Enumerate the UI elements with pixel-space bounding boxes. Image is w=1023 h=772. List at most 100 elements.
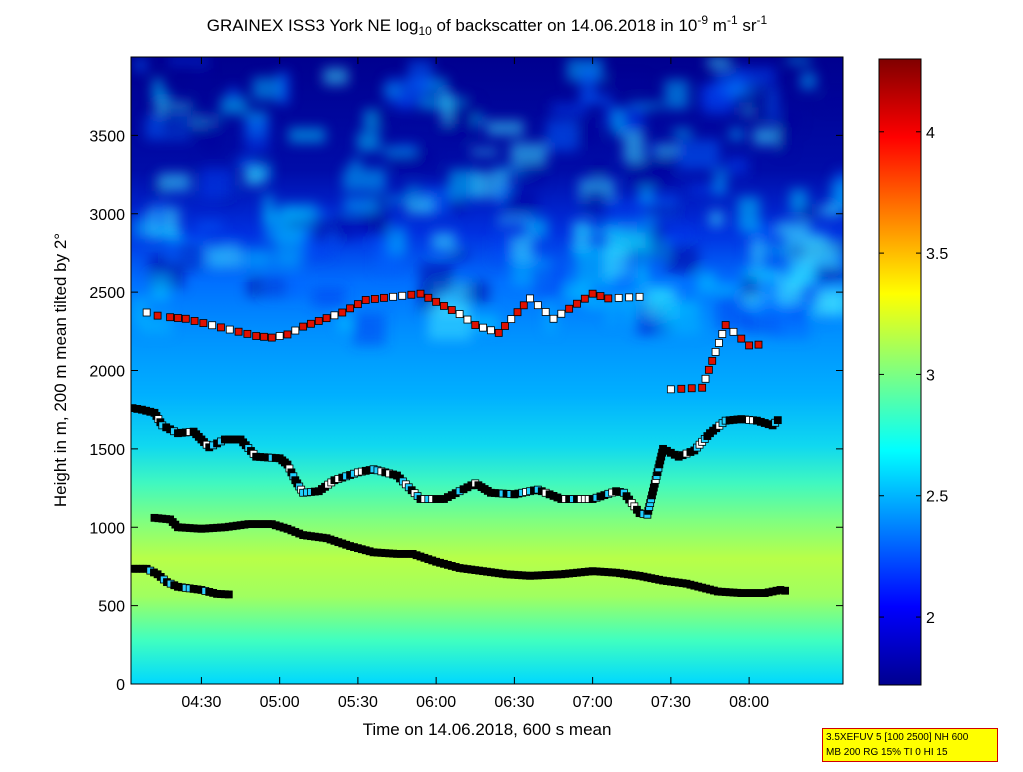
texture-blob (199, 167, 233, 199)
texture-blob (151, 275, 170, 302)
texture-blob (689, 185, 724, 195)
texture-blob (449, 250, 469, 260)
layer-marker (487, 326, 495, 335)
texture-blob (776, 220, 811, 237)
texture-blob (158, 172, 191, 192)
layer-marker (380, 293, 388, 302)
texture-blob (605, 248, 630, 278)
layer-marker (291, 326, 300, 335)
texture-blob (505, 190, 538, 212)
layer-marker (718, 330, 727, 338)
texture-blob (592, 162, 605, 177)
texture-blob (286, 220, 312, 228)
texture-blob (612, 109, 624, 136)
texture-blob (737, 196, 760, 232)
title-unit-sr: sr (738, 16, 757, 35)
y-tick-label: 1000 (89, 520, 125, 537)
layer-marker (588, 289, 597, 298)
texture-blob (831, 180, 843, 212)
texture-blob (356, 213, 389, 237)
layer-marker (322, 314, 331, 323)
texture-blob (194, 72, 209, 85)
texture-blob (816, 265, 843, 282)
texture-blob (243, 166, 264, 186)
layer-marker (299, 322, 308, 331)
layer-marker (773, 416, 782, 425)
texture-blob (470, 148, 498, 156)
texture-blob (574, 123, 598, 145)
x-tick-label: 04:30 (181, 694, 221, 711)
layer-marker (557, 309, 566, 318)
texture-blob (634, 262, 649, 288)
texture-blob (431, 232, 456, 251)
layer-marker (225, 325, 234, 334)
texture-blob (629, 102, 662, 110)
texture-blob (139, 315, 172, 335)
layer-marker (698, 383, 707, 392)
y-tick-label: 2000 (89, 364, 125, 381)
layer-marker (729, 327, 738, 336)
y-tick-label: 2500 (89, 285, 125, 302)
layer-marker (424, 293, 433, 302)
texture-blob (312, 216, 356, 240)
texture-blob (323, 67, 349, 85)
layer-marker (533, 301, 542, 310)
layer-marker (677, 384, 686, 393)
layer-marker (432, 297, 441, 306)
texture-blob (196, 221, 223, 231)
layer-marker (701, 374, 710, 383)
layer-marker (715, 339, 723, 347)
layer-marker (361, 296, 370, 304)
texture-blob (350, 158, 361, 172)
y-tick-label: 500 (98, 599, 125, 616)
y-tick-label: 1500 (89, 442, 125, 459)
layer-marker (573, 299, 581, 308)
texture-blob (574, 227, 618, 237)
colorbar-tick-label: 2.5 (926, 489, 948, 506)
title-prefix: GRAINEX ISS3 York NE log (207, 16, 419, 35)
texture-blob (696, 285, 736, 294)
x-tick-label: 07:30 (651, 694, 691, 711)
x-tick-label: 06:00 (416, 694, 456, 711)
texture-blob (356, 132, 380, 152)
title-sup-2: -1 (727, 13, 738, 27)
layer-marker (708, 356, 717, 365)
texture-blob (244, 117, 269, 153)
info-box: 3.5XEFUV 5 [100 2500] NH 600 MB 200 RG 1… (822, 728, 998, 762)
texture-blob (814, 291, 843, 316)
layer-marker (604, 294, 613, 303)
layer-marker (283, 330, 292, 339)
texture-blob (778, 120, 790, 154)
layer-marker (471, 321, 480, 329)
colorbar-tick-label: 3 (926, 367, 935, 384)
layer-marker (330, 311, 339, 320)
chart-title: GRAINEX ISS3 York NE log10 of backscatte… (207, 13, 768, 38)
texture-blob (677, 139, 720, 170)
texture-blob (579, 66, 597, 101)
layer-marker (153, 311, 162, 320)
texture-blob (288, 127, 326, 143)
texture-blob (491, 253, 529, 261)
texture-blob (512, 235, 534, 262)
colorbar-tick-label: 3.5 (926, 246, 948, 263)
texture-blob (657, 300, 702, 335)
layer-marker (166, 313, 175, 322)
layer-marker (614, 293, 623, 302)
texture-blob (822, 96, 843, 107)
layer-marker (243, 329, 252, 338)
layer-marker (338, 308, 347, 317)
texture-blob (168, 57, 209, 65)
texture-blob (352, 313, 386, 346)
title-sup-1: -9 (697, 13, 708, 27)
texture-blob (767, 87, 778, 122)
layer-marker (224, 590, 233, 599)
texture-blob (546, 119, 578, 151)
texture-blob (326, 232, 337, 243)
layer-marker (781, 586, 790, 595)
layer-marker (275, 332, 284, 340)
texture-blob (571, 244, 613, 256)
colorbar-fill (878, 58, 922, 686)
layer-marker (666, 385, 675, 394)
texture-blob (638, 204, 681, 217)
